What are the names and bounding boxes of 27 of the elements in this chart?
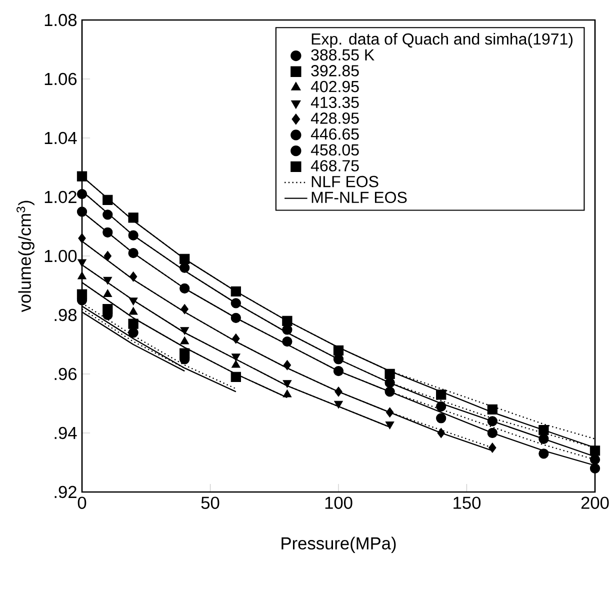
x-tick-label: 200 [581, 496, 609, 509]
legend-label: 468.75 [310, 160, 359, 172]
legend-label: MF-NLF EOS [312, 192, 407, 204]
legend-label: 428.95 [310, 112, 359, 124]
y-tick-label: 1.06 [44, 72, 77, 86]
y-tick-label: .94 [54, 426, 77, 440]
legend-label: 458.05 [310, 144, 359, 156]
legend-label: 392.85 [311, 65, 359, 76]
y-tick-label: .96 [54, 368, 77, 380]
y-tick-label: .98 [54, 308, 77, 322]
x-tick-label: 100 [325, 496, 352, 509]
legend-label: 388.55 K [311, 49, 374, 61]
y-tick-label: .92 [54, 486, 76, 498]
y-tick-label: 1.00 [44, 250, 77, 262]
legend-label: 446.65 [310, 128, 359, 140]
legend-label: NLF EOS [312, 176, 378, 188]
y-axis-title: volume(g/cm$^{3}$) [16, 200, 34, 312]
y-tick-label: 1.08 [44, 14, 77, 26]
x-axis-title: Pressure(MPa) [282, 536, 396, 553]
x-tick-label: 150 [454, 496, 481, 509]
legend-label: 413.35 [310, 96, 359, 108]
y-tick-label: 1.04 [44, 132, 77, 144]
x-tick-label: 50 [201, 496, 220, 509]
legend-title: Exp. data of Quach and simha(1971) [312, 32, 572, 48]
legend-label: 402.95 [310, 80, 359, 92]
y-tick-label: 1.02 [44, 190, 76, 204]
x-tick-label: 0 [78, 496, 86, 509]
